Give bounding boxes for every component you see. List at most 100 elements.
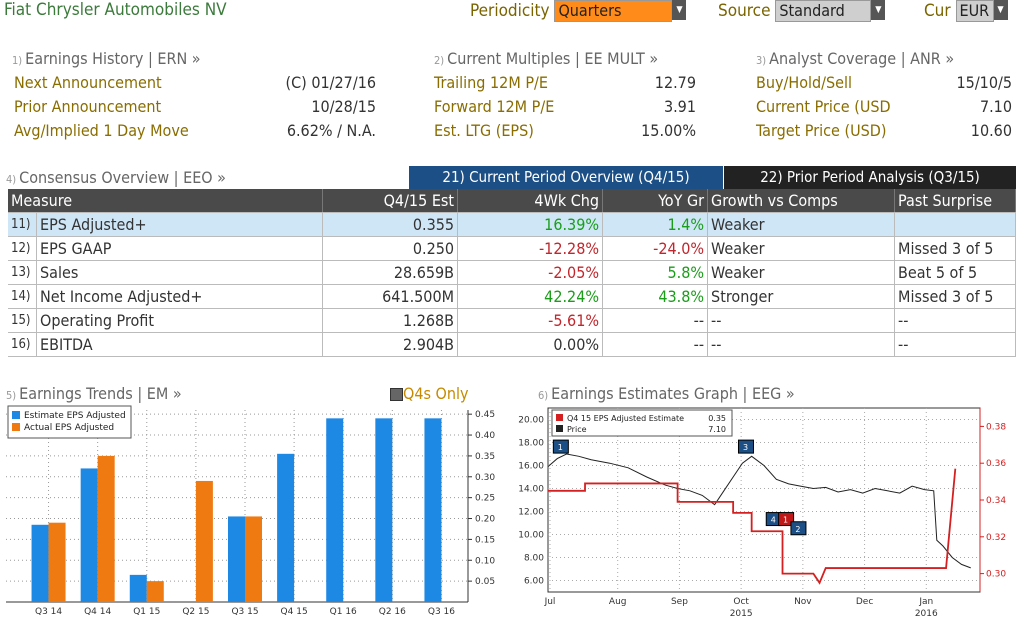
col-4wk-chg[interactable]: 4Wk Chg [457, 189, 604, 213]
y-left-tick-label: 18.00 [518, 439, 544, 449]
current-multiples-row[interactable]: Forward 12M P/E 3.91 [434, 95, 696, 119]
y-right-tick-label: 0.36 [986, 459, 1006, 469]
bar-estimate [228, 516, 245, 602]
periodicity-label: Periodicity [470, 1, 550, 21]
bar-estimate [424, 418, 442, 602]
earnings-trends-header[interactable]: 5) Earnings Trends | EM » [6, 384, 182, 403]
bar-actual [195, 480, 213, 602]
col-yoy-gr[interactable]: YoY Gr [602, 189, 709, 213]
analyst-coverage-row[interactable]: Target Price (USD) 10.60 [756, 119, 1012, 143]
x-tick-label: Q4 15 [281, 607, 308, 617]
measure-cell: Sales [36, 260, 324, 285]
estimate-cell: 641.500M [322, 284, 459, 309]
col-past-surprise[interactable]: Past Surprise [894, 189, 1016, 213]
source-select[interactable]: Standard [775, 0, 872, 22]
table-row[interactable]: 14) Net Income Adjusted+ 641.500M 42.24% 43.… [8, 284, 1016, 309]
earnings-trends-chart: 0.05 0.10 0.15 0.20 0.25 0.30 0.35 0.40 0.45 Q3 1… [6, 405, 495, 617]
row-label: Buy/Hold/Sell [756, 73, 852, 92]
row-index: 14) [8, 284, 37, 309]
x-tick-label: Q2 16 [379, 607, 406, 617]
row-label: Trailing 12M P/E [434, 73, 548, 92]
row-label: Next Announcement [14, 73, 162, 92]
section-number: 5) [6, 389, 17, 402]
estimate-cell: 2.904B [322, 332, 459, 357]
x-tick-label: Sep [671, 597, 688, 607]
earnings-history-row[interactable]: Avg/Implied 1 Day Move 6.62% / N.A. [14, 119, 376, 143]
section-number: 4) [6, 173, 17, 186]
col-measure[interactable]: Measure [8, 189, 324, 213]
yoy-cell: -24.0% [602, 236, 709, 261]
row-value: 7.10 [979, 97, 1012, 116]
y-left-tick-label: 12.00 [518, 508, 544, 518]
yoy-cell: -- [602, 332, 709, 357]
bar-estimate [80, 468, 98, 602]
q4s-only-toggle[interactable]: Q4s Only [390, 384, 469, 403]
surprise-cell: Missed 3 of 5 [894, 236, 1016, 261]
analyst-coverage-header[interactable]: 3) Analyst Coverage | ANR » [756, 49, 954, 68]
earnings-history-row[interactable]: Next Announcement (C) 01/27/16 [14, 71, 376, 95]
table-row[interactable]: 13) Sales 28.659B -2.05% 5.8% Weaker Beat 5 of… [8, 260, 1016, 285]
table-row[interactable]: 16) EBITDA 2.904B 0.00% -- -- -- [8, 332, 1016, 357]
row-value: 10.60 [970, 121, 1012, 140]
x-tick-label: Jan [918, 597, 933, 607]
checkbox-icon[interactable] [390, 388, 403, 401]
y-left-tick-label: 8.00 [524, 554, 544, 564]
table-row[interactable]: 12) EPS GAAP 0.250 -12.28% -24.0% Weaker Misse… [8, 236, 1016, 261]
event-marker [552, 439, 569, 454]
row-value: 3.91 [663, 97, 696, 116]
currency-dropdown-icon[interactable]: ▼ [993, 0, 1008, 20]
tab-current-period[interactable]: 21) Current Period Overview (Q4/15) [409, 166, 723, 189]
earnings-history-title: Earnings History | ERN » [25, 49, 201, 68]
analyst-coverage-row[interactable]: Buy/Hold/Sell 15/10/5 [756, 71, 1012, 95]
y-tick-label: 0.35 [475, 452, 495, 462]
legend-box [551, 409, 733, 437]
chg-cell: -5.61% [457, 308, 604, 333]
earnings-history-header[interactable]: 1) Earnings History | ERN » [12, 49, 201, 68]
row-value: (C) 01/27/16 [285, 73, 377, 92]
y-left-tick-label: 20.00 [518, 416, 544, 426]
x-tick-label: Jul [544, 597, 556, 607]
event-marker-label: 2 [795, 525, 800, 534]
x-tick-label: Q3 15 [231, 607, 258, 617]
estimate-cell: 1.268B [322, 308, 459, 333]
table-row[interactable]: 15) Operating Profit 1.268B -5.61% -- -- -- [8, 308, 1016, 333]
y-right-tick-label: 0.38 [986, 422, 1006, 432]
source-label: Source [718, 1, 771, 21]
legend-value: 7.10 [708, 425, 726, 434]
currency-select[interactable]: EUR [955, 0, 994, 22]
periodicity-select[interactable]: Quarters [554, 0, 673, 22]
y-tick-label: 0.20 [475, 515, 495, 525]
x-tick-label: Q2 15 [182, 607, 209, 617]
table-row[interactable]: 11) EPS Adjusted+ 0.355 16.39% 1.4% Weaker [8, 212, 1016, 237]
row-label: Avg/Implied 1 Day Move [14, 121, 189, 140]
row-label: Current Price (USD [756, 97, 891, 116]
earnings-history-row[interactable]: Prior Announcement 10/28/15 [14, 95, 376, 119]
row-value: 10/28/15 [311, 97, 376, 116]
col-est[interactable]: Q4/15 Est [322, 189, 459, 213]
chg-cell: 16.39% [457, 212, 604, 237]
legend-label: Price [567, 425, 587, 434]
measure-cell: EPS Adjusted+ [36, 212, 324, 237]
tab-prior-period[interactable]: 22) Prior Period Analysis (Q3/15) [724, 166, 1016, 189]
row-value: 15/10/5 [956, 73, 1012, 92]
bar-estimate [31, 524, 49, 602]
periodicity-dropdown-icon[interactable]: ▼ [672, 0, 687, 20]
current-multiples-row[interactable]: Trailing 12M P/E 12.79 [434, 71, 696, 95]
row-label: Est. LTG (EPS) [434, 121, 534, 140]
analyst-coverage-row[interactable]: Current Price (USD 7.10 [756, 95, 1012, 119]
legend-swatch [556, 414, 563, 421]
row-index: 13) [8, 260, 37, 285]
estimates-graph-header[interactable]: 6) Earnings Estimates Graph | EEG » [538, 384, 795, 403]
current-multiples-row[interactable]: Est. LTG (EPS) 15.00% [434, 119, 696, 143]
estimate-cell: 0.250 [322, 236, 459, 261]
source-dropdown-icon[interactable]: ▼ [871, 0, 886, 20]
col-growth-vs-comps[interactable]: Growth vs Comps [707, 189, 896, 213]
measure-cell: Net Income Adjusted+ [36, 284, 324, 309]
yoy-cell: 43.8% [602, 284, 709, 309]
x-tick-label: Dec [856, 597, 873, 607]
consensus-overview-header[interactable]: 4) Consensus Overview | EEO » [6, 168, 226, 187]
surprise-cell: -- [894, 308, 1016, 333]
current-multiples-header[interactable]: 2) Current Multiples | EE MULT » [434, 49, 658, 68]
growth-cell: Weaker [707, 260, 896, 285]
bar-actual [245, 516, 262, 602]
